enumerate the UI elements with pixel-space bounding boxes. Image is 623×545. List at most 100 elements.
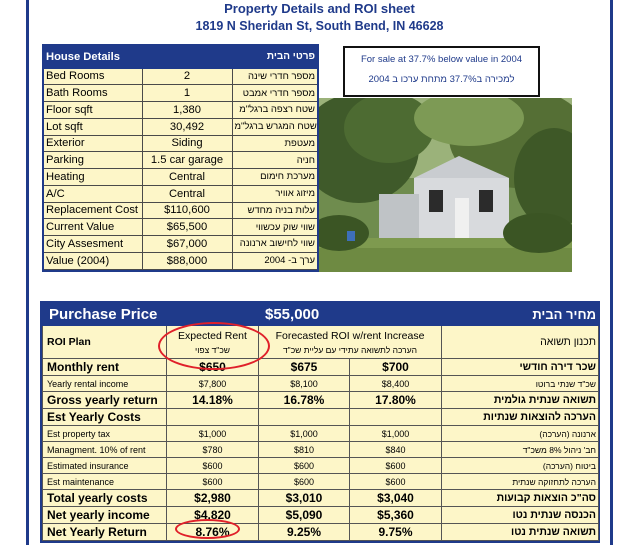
roi-row: Estimated insurance $600 $600 $600 ביטוח (הע… [42,457,600,474]
sale-note-en: For sale at 37.7% below value in 2004 [360,54,523,65]
house-detail-label: A/C [44,185,142,203]
roi-row: Est property tax $1,000 $1,000 $1,000 ארנונה… [42,425,600,442]
roi-row-label: Monthly rent [42,358,167,376]
house-detail-value: Central [141,185,233,203]
house-detail-label: Bed Rooms [44,68,142,86]
roi-forecast-value-2: $840 [348,441,443,458]
roi-forecast-value-1: $1,000 [258,425,350,442]
house-detail-value: $67,000 [141,235,233,253]
house-detail-value: $110,600 [141,202,233,220]
expected-rent-label: Expected Rent [178,329,247,342]
house-detail-label: Exterior [44,135,142,153]
roi-forecast-value-1: $675 [258,358,350,376]
purchase-price-row: Purchase Price $55,000 מחיר הבית [42,303,600,326]
house-detail-value: $65,500 [141,218,233,236]
roi-row-label-he: ביטוח (הערכה) [441,457,600,474]
house-detail-row: Floor sqft 1,380 שטח רצפה ברגל"מ [44,101,317,119]
house-detail-label: Bath Rooms [44,84,142,102]
roi-row-label: Est property tax [42,425,167,442]
roi-forecast-value-1: $600 [258,457,350,474]
roi-row-label: Est Yearly Costs [42,408,167,426]
roi-row: Monthly rent $650 $675 $700 שכר דירה חודשי [42,358,600,376]
property-address: 1819 N Sheridan St, South Bend, IN 46628 [195,19,444,33]
roi-forecast-value-2: $3,040 [348,489,443,507]
house-photo [319,98,572,272]
forecast-label: Forecasted ROI w/rent Increase [275,329,425,342]
house-photo-image [319,98,572,272]
roi-forecast-value-2: $600 [348,473,443,490]
roi-row-label: Net Yearly Return [42,523,167,541]
roi-forecast-value-1: $3,010 [258,489,350,507]
roi-forecast-value-2: $700 [348,358,443,376]
roi-row-label-he: שכ"ד שנתי ברוטו [441,375,600,392]
roi-forecast-value-2: $8,400 [348,375,443,392]
house-detail-row: Value (2004) $88,000 ערך ב- 2004 [44,252,317,270]
house-details-title: House Details [44,46,142,69]
house-detail-row: Replacement Cost $110,600 עלות בניה מחדש [44,202,317,220]
house-detail-row: Lot sqft 30,492 שטח המגרש ברגל"מ [44,118,317,136]
roi-row-label-he: סה"כ הוצאות קבועות [441,489,600,507]
house-detail-value: 1 [141,84,233,102]
house-detail-label-he: ערך ב- 2004 [232,252,317,270]
page-border-left [26,0,29,545]
house-detail-row: Heating Central מערכת חימום [44,168,317,186]
roi-forecast-value-1: 16.78% [258,391,350,409]
roi-row: Est maintenance $600 $600 $600 הערכה לתחזוקה… [42,473,600,490]
page-title: Property Details and ROI sheet [224,1,415,16]
roi-forecast-value-2: $600 [348,457,443,474]
roi-plan-label: ROI Plan [42,325,167,359]
roi-row: Net Yearly Return 8.76% 9.25% 9.75% תשואה שנ… [42,523,600,541]
roi-row-label: Yearly rental income [42,375,167,392]
roi-plan-row: ROI Plan Expected Rent שכ"ד צפוי Forecas… [42,325,600,359]
house-detail-label: Current Value [44,218,142,236]
roi-row-label: Gross yearly return [42,391,167,409]
house-detail-row: Exterior Siding מעטפת [44,135,317,153]
house-detail-row: Bed Rooms 2 מספר חדרי שינה [44,68,317,86]
roi-forecast-value-1: $8,100 [258,375,350,392]
sale-note: For sale at 37.7% below value in 2004 למ… [343,46,540,97]
roi-forecast-value-1: $810 [258,441,350,458]
roi-row: Gross yearly return 14.18% 16.78% 17.80% תשו… [42,391,600,409]
roi-expected-value: $650 [166,358,259,376]
roi-expected-value: $780 [166,441,259,458]
roi-row-label-he: שכר דירה חודשי [441,358,600,376]
house-detail-label-he: שטח רצפה ברגל"מ [232,101,317,119]
roi-expected-value: 8.76% [166,523,259,541]
roi-forecast-value-1 [258,408,350,426]
roi-row-label-he: תשואה שנתית גולמית [441,391,600,409]
roi-row: Total yearly costs $2,980 $3,010 $3,040 סה"כ… [42,489,600,507]
roi-row-label-he: הערכה לתחזוקה שנתית [441,473,600,490]
house-detail-value: 2 [141,68,233,86]
roi-expected-value: $1,000 [166,425,259,442]
house-detail-row: Parking 1.5 car garage חניה [44,151,317,169]
house-detail-row: Current Value $65,500 שווי שוק עכשווי [44,218,317,236]
house-detail-label: Heating [44,168,142,186]
house-detail-label-he: עלות בניה מחדש [232,202,317,220]
expected-rent-label-he: שכ"ד צפוי [195,344,230,355]
expected-rent-header: Expected Rent שכ"ד צפוי [166,325,259,359]
house-detail-label-he: מיזוג אוויר [232,185,317,203]
house-detail-label: Parking [44,151,142,169]
house-detail-value: 1.5 car garage [141,151,233,169]
roi-row-label-he: חב' ניהול 8% משכ"ד [441,441,600,458]
house-detail-label: Replacement Cost [44,202,142,220]
roi-forecast-value-2: 17.80% [348,391,443,409]
house-detail-value: $88,000 [141,252,233,270]
house-detail-label: City Assesment [44,235,142,253]
roi-row-label: Total yearly costs [42,489,167,507]
roi-forecast-value-1: $5,090 [258,506,350,524]
house-detail-label: Lot sqft [44,118,142,136]
roi-expected-value: $600 [166,457,259,474]
roi-row-label-he: ארנונה (הערכה) [441,425,600,442]
roi-row: Yearly rental income $7,800 $8,100 $8,400 שכ… [42,375,600,392]
roi-row-label: Estimated insurance [42,457,167,474]
house-detail-label: Floor sqft [44,101,142,119]
roi-forecast-value-1: $600 [258,473,350,490]
sale-note-he: למכירה ב37.7% מתחת ערכו ב 2004 [368,74,515,85]
house-detail-label-he: שווי לחישוב ארנונה [232,235,317,253]
roi-row: Net yearly income $4,820 $5,090 $5,360 הכנסה… [42,506,600,524]
house-detail-label-he: מערכת חימום [232,168,317,186]
roi-expected-value: $2,980 [166,489,259,507]
house-detail-row: City Assesment $67,000 שווי לחישוב ארנונה [44,235,317,253]
roi-expected-value: $7,800 [166,375,259,392]
